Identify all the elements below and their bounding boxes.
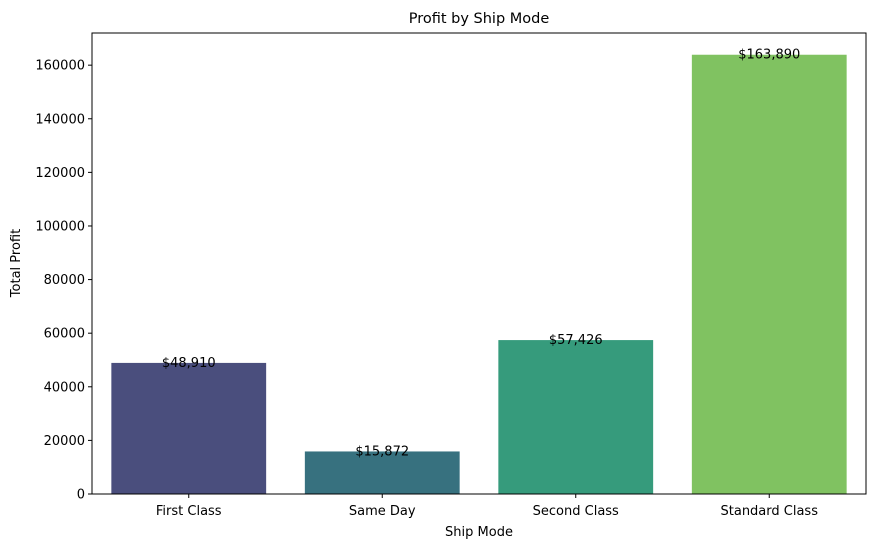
bars-group: [111, 54, 847, 494]
y-axis-label: Total Profit: [9, 229, 24, 298]
x-axis-label: Ship Mode: [445, 525, 513, 540]
y-tick-label: 100000: [35, 219, 85, 234]
x-tick-label: Second Class: [533, 504, 619, 519]
bar-standard-class: [691, 54, 847, 494]
x-tick-label: First Class: [156, 504, 222, 519]
bar-value-label: $48,910: [162, 356, 216, 371]
bar-same-day: [304, 451, 460, 494]
y-tick-label: 160000: [35, 59, 85, 74]
x-axis: First Class Same Day Second Class Standard …: [156, 494, 818, 519]
y-tick-label: 80000: [44, 273, 85, 288]
bar-second-class: [498, 340, 654, 494]
y-axis: 0 20000 40000 60000 80000 100000 120000 140000 1…: [35, 59, 92, 503]
x-tick-label: Standard Class: [721, 504, 819, 519]
y-tick-label: 0: [77, 488, 85, 503]
y-tick-label: 60000: [44, 327, 85, 342]
data-labels-group: $48,910 $15,872 $57,426 $163,890: [162, 48, 800, 460]
y-tick-label: 140000: [35, 112, 85, 127]
plot-frame: [91, 32, 867, 495]
bar-value-label: $163,890: [738, 48, 800, 63]
y-tick-label: 20000: [44, 434, 85, 449]
y-tick-label: 120000: [35, 166, 85, 181]
y-tick-label: 40000: [44, 380, 85, 395]
x-tick-label: Same Day: [349, 504, 416, 519]
bar-first-class: [111, 362, 267, 494]
bar-value-label: $57,426: [549, 333, 603, 348]
bar-value-label: $15,872: [355, 444, 409, 459]
chart-title: Profit by Ship Mode: [409, 11, 550, 27]
